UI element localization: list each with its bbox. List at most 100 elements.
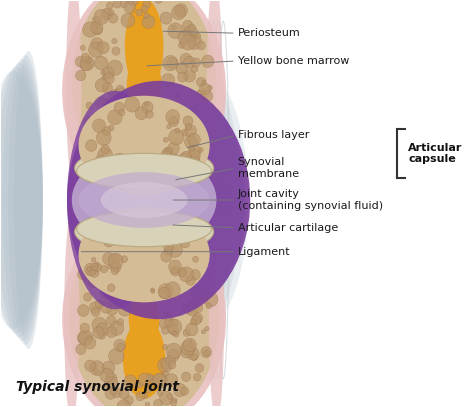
Circle shape [129, 220, 140, 232]
Circle shape [102, 83, 112, 93]
Circle shape [98, 147, 112, 163]
Circle shape [115, 95, 123, 103]
Circle shape [193, 313, 203, 323]
Circle shape [118, 171, 122, 175]
Circle shape [119, 168, 129, 178]
Circle shape [173, 139, 188, 154]
Circle shape [114, 175, 129, 190]
Circle shape [204, 350, 210, 356]
Circle shape [160, 151, 172, 162]
Ellipse shape [110, 1, 178, 61]
Circle shape [189, 145, 195, 151]
Circle shape [158, 358, 173, 373]
Circle shape [75, 70, 86, 81]
Circle shape [183, 70, 195, 82]
Circle shape [85, 140, 97, 151]
Circle shape [135, 154, 140, 160]
Circle shape [191, 254, 204, 267]
Circle shape [174, 138, 182, 146]
Circle shape [191, 298, 199, 305]
Circle shape [185, 124, 191, 130]
Circle shape [96, 229, 103, 237]
Circle shape [204, 292, 218, 306]
Circle shape [109, 253, 123, 268]
Circle shape [138, 164, 150, 177]
Circle shape [163, 147, 171, 156]
Circle shape [87, 267, 91, 271]
Ellipse shape [62, 0, 226, 205]
Circle shape [80, 323, 90, 333]
Circle shape [181, 340, 195, 355]
Circle shape [104, 158, 111, 164]
Bar [108, 369, 181, 406]
Circle shape [121, 256, 128, 263]
Ellipse shape [159, 103, 246, 297]
Text: Fibrous layer: Fibrous layer [237, 131, 309, 140]
Circle shape [86, 102, 93, 109]
Ellipse shape [77, 153, 211, 189]
Circle shape [163, 55, 178, 71]
Circle shape [93, 327, 104, 338]
Circle shape [169, 116, 179, 127]
Circle shape [91, 37, 103, 50]
Circle shape [170, 108, 174, 113]
Circle shape [201, 55, 214, 68]
Circle shape [125, 177, 137, 189]
Circle shape [80, 45, 85, 50]
Circle shape [161, 74, 175, 88]
Ellipse shape [108, 342, 181, 406]
Circle shape [145, 385, 152, 393]
Circle shape [157, 158, 161, 163]
Circle shape [198, 147, 203, 152]
Circle shape [185, 265, 190, 271]
Circle shape [96, 278, 108, 289]
Circle shape [165, 374, 178, 387]
Circle shape [143, 236, 147, 241]
Circle shape [181, 270, 184, 274]
Ellipse shape [62, 210, 226, 407]
Ellipse shape [165, 66, 233, 334]
Circle shape [192, 256, 199, 262]
Circle shape [168, 361, 176, 369]
Ellipse shape [127, 51, 162, 120]
Circle shape [102, 125, 108, 132]
Circle shape [201, 346, 211, 358]
Circle shape [172, 398, 177, 403]
Circle shape [169, 319, 178, 328]
Circle shape [109, 10, 114, 15]
Circle shape [105, 388, 116, 399]
Circle shape [180, 344, 193, 358]
Circle shape [148, 376, 155, 383]
Circle shape [153, 249, 159, 255]
Circle shape [95, 97, 107, 109]
Ellipse shape [77, 211, 211, 247]
Circle shape [95, 155, 106, 166]
Ellipse shape [64, 213, 80, 407]
Circle shape [148, 217, 156, 225]
Circle shape [103, 249, 111, 258]
Circle shape [164, 171, 171, 177]
Circle shape [181, 239, 190, 248]
Circle shape [118, 109, 125, 116]
Circle shape [172, 147, 182, 157]
Circle shape [170, 127, 181, 138]
Circle shape [187, 106, 197, 117]
Circle shape [140, 139, 150, 149]
Circle shape [102, 99, 111, 108]
Circle shape [76, 344, 86, 354]
Circle shape [135, 107, 148, 120]
Circle shape [166, 343, 181, 359]
Circle shape [84, 263, 97, 276]
Ellipse shape [125, 0, 164, 94]
Circle shape [182, 372, 191, 381]
Circle shape [149, 181, 154, 186]
Circle shape [179, 262, 192, 276]
Circle shape [178, 153, 192, 168]
Circle shape [174, 266, 185, 278]
Circle shape [100, 301, 112, 313]
Circle shape [148, 244, 155, 252]
Circle shape [163, 370, 168, 376]
Circle shape [97, 247, 109, 259]
Circle shape [153, 373, 168, 388]
Circle shape [95, 300, 104, 309]
